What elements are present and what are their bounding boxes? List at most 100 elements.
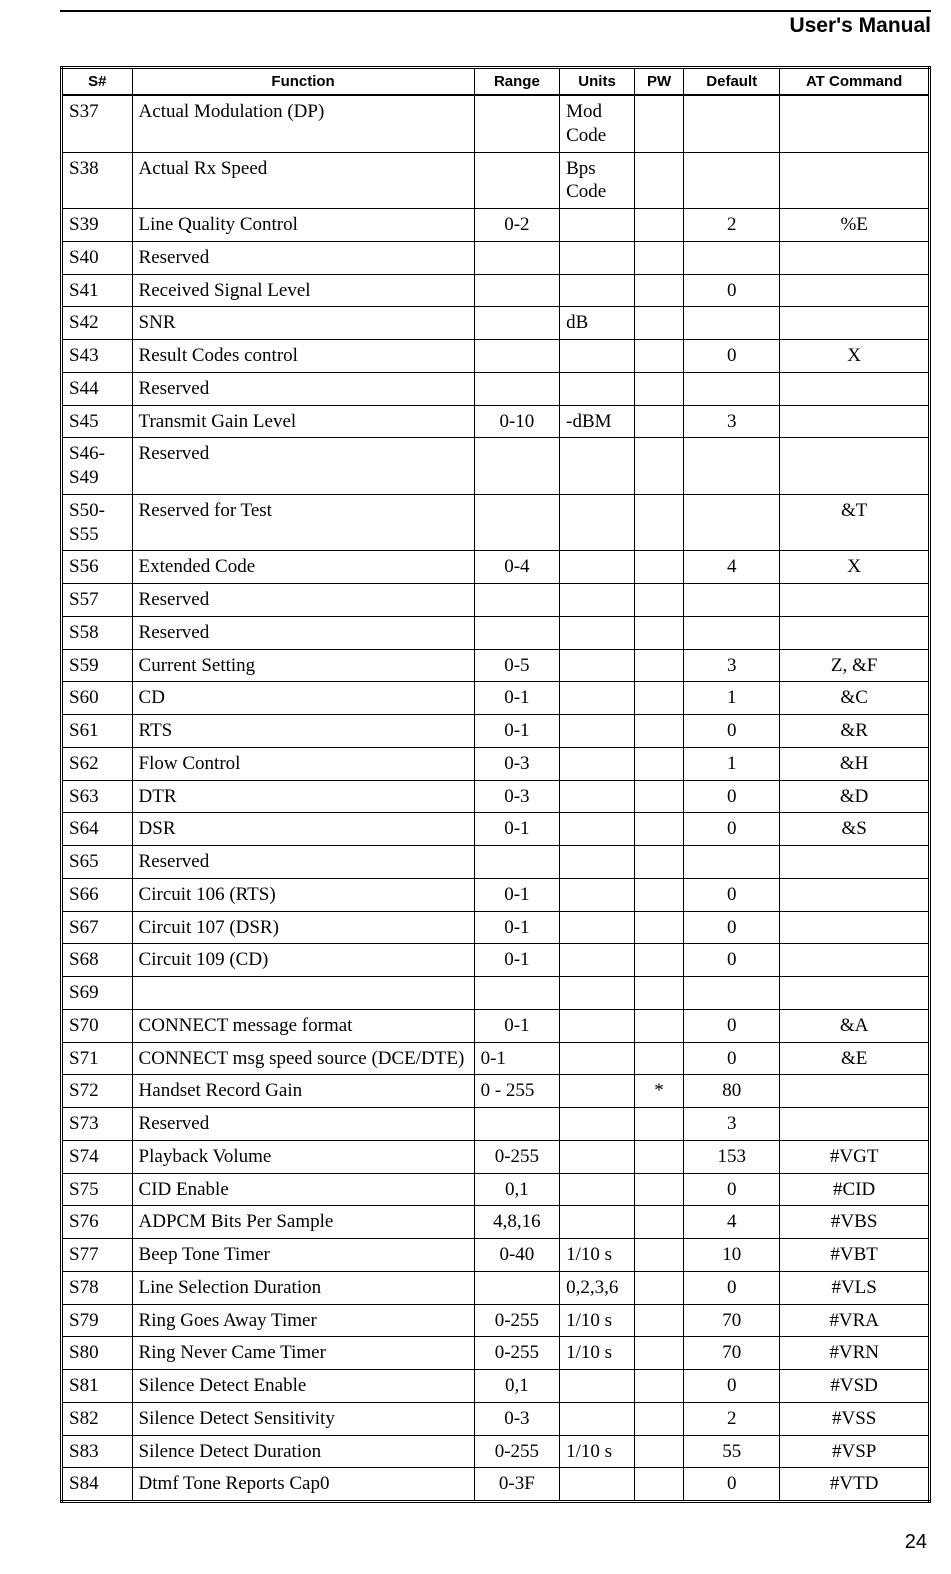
cell-at-command: Z, &F xyxy=(780,649,930,682)
cell-units xyxy=(560,944,635,977)
cell-units: 1/10 s xyxy=(560,1435,635,1468)
cell-default: 0 xyxy=(684,274,780,307)
cell-s: S39 xyxy=(62,209,133,242)
table-header-row: S# Function Range Units PW Default AT Co… xyxy=(62,68,930,96)
cell-units xyxy=(560,1206,635,1239)
cell-function: Beep Tone Timer xyxy=(132,1239,474,1272)
cell-range: 0-1 xyxy=(474,715,560,748)
cell-units: 1/10 s xyxy=(560,1239,635,1272)
cell-s: S71 xyxy=(62,1042,133,1075)
table-row: S56Extended Code0-44X xyxy=(62,551,930,584)
cell-pw xyxy=(634,1108,683,1141)
cell-default: 3 xyxy=(684,649,780,682)
table-row: S81Silence Detect Enable0,10#VSD xyxy=(62,1370,930,1403)
cell-range: 0-10 xyxy=(474,405,560,438)
cell-pw xyxy=(634,911,683,944)
cell-units: 1/10 s xyxy=(560,1337,635,1370)
cell-pw xyxy=(634,616,683,649)
cell-default: 1 xyxy=(684,682,780,715)
cell-range xyxy=(474,307,560,340)
cell-range: 0-1 xyxy=(474,878,560,911)
cell-pw xyxy=(634,209,683,242)
cell-function: Result Codes control xyxy=(132,340,474,373)
cell-function: CONNECT msg speed source (DCE/DTE) xyxy=(132,1042,474,1075)
cell-s: S50-S55 xyxy=(62,494,133,551)
cell-pw xyxy=(634,1337,683,1370)
cell-default: 2 xyxy=(684,1402,780,1435)
cell-units xyxy=(560,715,635,748)
cell-function: CID Enable xyxy=(132,1173,474,1206)
col-header-func: Function xyxy=(132,68,474,96)
table-row: S84Dtmf Tone Reports Cap00-3F0#VTD xyxy=(62,1468,930,1502)
cell-range xyxy=(474,241,560,274)
cell-function: Ring Goes Away Timer xyxy=(132,1304,474,1337)
cell-at-command xyxy=(780,241,930,274)
cell-function: CONNECT message format xyxy=(132,1009,474,1042)
cell-range: 0-1 xyxy=(474,944,560,977)
cell-s: S41 xyxy=(62,274,133,307)
cell-default: 0 xyxy=(684,780,780,813)
cell-units xyxy=(560,1108,635,1141)
cell-pw xyxy=(634,878,683,911)
cell-range: 0-3 xyxy=(474,1402,560,1435)
cell-default: 0 xyxy=(684,1009,780,1042)
table-row: S76ADPCM Bits Per Sample4,8,164#VBS xyxy=(62,1206,930,1239)
cell-units xyxy=(560,1140,635,1173)
cell-range: 0,1 xyxy=(474,1370,560,1403)
cell-units xyxy=(560,1009,635,1042)
cell-s: S45 xyxy=(62,405,133,438)
table-row: S68Circuit 109 (CD)0-10 xyxy=(62,944,930,977)
table-row: S82Silence Detect Sensitivity0-32#VSS xyxy=(62,1402,930,1435)
cell-pw xyxy=(634,1206,683,1239)
cell-at-command: #VRN xyxy=(780,1337,930,1370)
cell-pw xyxy=(634,274,683,307)
cell-range: 0-1 xyxy=(474,911,560,944)
cell-default: 70 xyxy=(684,1337,780,1370)
cell-s: S80 xyxy=(62,1337,133,1370)
cell-pw xyxy=(634,747,683,780)
cell-at-command: #VSP xyxy=(780,1435,930,1468)
cell-s: S74 xyxy=(62,1140,133,1173)
col-header-range: Range xyxy=(474,68,560,96)
cell-s: S82 xyxy=(62,1402,133,1435)
cell-s: S67 xyxy=(62,911,133,944)
cell-at-command: &R xyxy=(780,715,930,748)
cell-units xyxy=(560,209,635,242)
cell-at-command xyxy=(780,1108,930,1141)
cell-s: S84 xyxy=(62,1468,133,1502)
cell-s: S40 xyxy=(62,241,133,274)
cell-units xyxy=(560,977,635,1010)
cell-units: 0,2,3,6 xyxy=(560,1271,635,1304)
cell-function: Reserved xyxy=(132,1108,474,1141)
cell-at-command xyxy=(780,977,930,1010)
table-row: S58Reserved xyxy=(62,616,930,649)
cell-pw xyxy=(634,340,683,373)
cell-s: S37 xyxy=(62,95,133,152)
cell-pw xyxy=(634,405,683,438)
cell-range xyxy=(474,372,560,405)
cell-at-command xyxy=(780,616,930,649)
cell-s: S66 xyxy=(62,878,133,911)
cell-default: 0 xyxy=(684,1271,780,1304)
table-row: S41Received Signal Level0 xyxy=(62,274,930,307)
cell-default xyxy=(684,95,780,152)
cell-range xyxy=(474,584,560,617)
cell-units xyxy=(560,551,635,584)
col-header-units: Units xyxy=(560,68,635,96)
cell-default: 4 xyxy=(684,1206,780,1239)
cell-at-command xyxy=(780,95,930,152)
cell-at-command: &H xyxy=(780,747,930,780)
cell-units xyxy=(560,274,635,307)
cell-s: S75 xyxy=(62,1173,133,1206)
cell-default: 0 xyxy=(684,944,780,977)
cell-s: S60 xyxy=(62,682,133,715)
cell-function: CD xyxy=(132,682,474,715)
cell-at-command: &E xyxy=(780,1042,930,1075)
cell-function: Handset Record Gain xyxy=(132,1075,474,1108)
cell-default xyxy=(684,152,780,209)
cell-pw xyxy=(634,551,683,584)
cell-units xyxy=(560,1468,635,1502)
table-row: S80Ring Never Came Timer0-2551/10 s70#VR… xyxy=(62,1337,930,1370)
table-row: S65Reserved xyxy=(62,846,930,879)
cell-s: S83 xyxy=(62,1435,133,1468)
